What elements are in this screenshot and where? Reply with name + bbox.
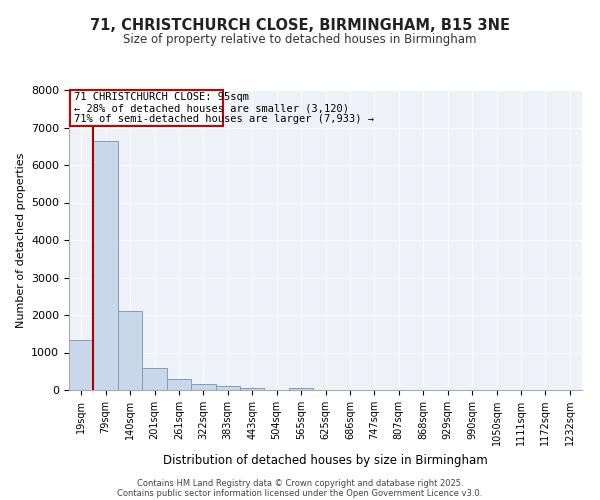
Bar: [215, 386, 240, 390]
Text: 71% of semi-detached houses are larger (7,933) →: 71% of semi-detached houses are larger (…: [74, 114, 374, 124]
Bar: [142, 368, 167, 390]
Bar: [167, 379, 191, 390]
Text: Size of property relative to detached houses in Birmingham: Size of property relative to detached ho…: [123, 32, 477, 46]
Bar: [118, 311, 142, 390]
Text: 71, CHRISTCHURCH CLOSE, BIRMINGHAM, B15 3NE: 71, CHRISTCHURCH CLOSE, BIRMINGHAM, B15 …: [90, 18, 510, 32]
Bar: [240, 388, 265, 390]
Text: Contains public sector information licensed under the Open Government Licence v3: Contains public sector information licen…: [118, 488, 482, 498]
Bar: [69, 340, 94, 390]
X-axis label: Distribution of detached houses by size in Birmingham: Distribution of detached houses by size …: [163, 454, 488, 466]
Text: Contains HM Land Registry data © Crown copyright and database right 2025.: Contains HM Land Registry data © Crown c…: [137, 478, 463, 488]
Bar: [191, 384, 215, 390]
Text: ← 28% of detached houses are smaller (3,120): ← 28% of detached houses are smaller (3,…: [74, 104, 349, 114]
Y-axis label: Number of detached properties: Number of detached properties: [16, 152, 26, 328]
Bar: [94, 140, 118, 390]
FancyBboxPatch shape: [70, 90, 223, 126]
Text: 71 CHRISTCHURCH CLOSE: 95sqm: 71 CHRISTCHURCH CLOSE: 95sqm: [74, 92, 249, 102]
Bar: [289, 388, 313, 390]
